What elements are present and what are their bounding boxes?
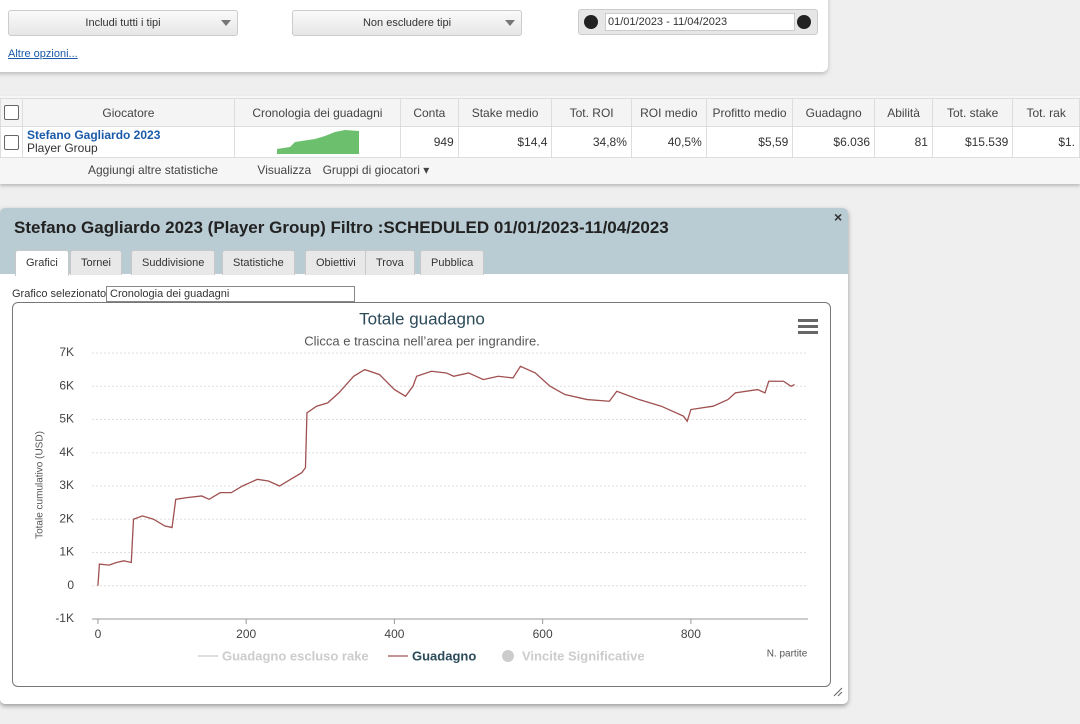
header-row: Giocatore Cronologia dei guadagni Conta Sta… <box>0 98 1080 127</box>
stat-cell: 81 <box>874 126 933 158</box>
toolbar-button[interactable]: Aggiungi altre statistiche <box>88 163 219 177</box>
column-header: Tot. rak <box>1012 98 1080 127</box>
dialog <box>0 208 848 704</box>
date-input[interactable]: 01/01/2023 - 11/04/2023 <box>605 13 795 31</box>
dialog-title: Stefano Gagliardo 2023 (Player Group) Fi… <box>14 218 669 237</box>
legend-label[interactable]: Guadagno escluso rake <box>222 648 369 663</box>
y-tick-label: 0 <box>67 578 74 592</box>
player-group: Player Group <box>27 141 98 155</box>
stats-table: Giocatore Cronologia dei guadagni Conta Sta… <box>0 98 1080 158</box>
y-tick-label: 3K <box>59 478 74 492</box>
toolbar-button[interactable]: Visualizza <box>257 163 312 177</box>
y-tick-label: 4K <box>59 445 74 459</box>
column-header: Giocatore <box>22 98 235 127</box>
tab[interactable]: Trova <box>365 250 415 275</box>
y-tick-label: -1K <box>55 611 74 625</box>
y-tick-label: 1K <box>59 545 74 559</box>
x-tick-label: 200 <box>236 627 256 641</box>
column-header: Tot. stake <box>931 98 1014 127</box>
tab[interactable]: Grafici <box>15 250 69 276</box>
stat-cell: $15.539 <box>931 126 1014 158</box>
column-header: Abilità <box>874 98 933 127</box>
stat-cell: 34,8% <box>551 126 632 158</box>
column-header: ROI medio <box>630 98 707 127</box>
y-tick-label: 7K <box>59 345 74 359</box>
x-tick-label: 0 <box>95 627 102 641</box>
menu-button[interactable] <box>798 319 818 334</box>
tab[interactable]: Tornei <box>70 250 122 275</box>
tab[interactable]: Obiettivi <box>305 250 367 275</box>
x-axis-label: N. partite <box>767 649 808 660</box>
date-range: 01/01/2023 - 11/04/2023 <box>578 9 818 35</box>
x-tick-label: 600 <box>533 627 553 641</box>
sparkline <box>276 130 359 154</box>
y-axis-label: Totale cumulativo (USD) <box>35 431 46 539</box>
chart-frame <box>12 302 831 687</box>
stat-cell: $1. <box>1012 126 1080 158</box>
checkbox[interactable] <box>4 134 19 150</box>
stat-cell: 40,5% <box>630 126 707 158</box>
legend-label[interactable]: Guadagno <box>412 648 476 663</box>
legend-label[interactable]: Vincite Significative <box>522 648 645 663</box>
player-row: Stefano Gagliardo 2023 Player Group 949 $14… <box>0 126 1080 158</box>
chart-title: Totale guadagno <box>359 309 485 328</box>
tab[interactable]: Pubblica <box>420 250 485 275</box>
y-tick-label: 6K <box>59 378 74 392</box>
sparkline-area <box>276 130 359 154</box>
x-tick-label: 800 <box>681 627 701 641</box>
player-cell: Stefano Gagliardo 2023 Player Group <box>22 126 235 158</box>
player-name[interactable]: Stefano Gagliardo 2023 <box>27 128 161 142</box>
stat-cell: $5,59 <box>705 126 794 158</box>
chart-subtitle: Clicca e trascina nell’area per ingrandi… <box>304 333 540 348</box>
include-dropdown[interactable]: Includi tutti i tipi <box>8 10 238 36</box>
column-header: Guadagno <box>792 98 876 127</box>
chart: Totale guadagno Clicca e trascina nell’a… <box>35 309 818 663</box>
stat-cell: $14,4 <box>457 126 553 158</box>
resize-handle[interactable] <box>832 686 844 698</box>
column-header: Conta <box>399 98 459 127</box>
stat-cell: $6.036 <box>792 126 876 158</box>
toolbar-button[interactable]: Gruppi di giocatori <box>322 163 420 177</box>
checkbox-cell <box>0 126 23 158</box>
y-tick-label: 5K <box>59 412 74 426</box>
close-button[interactable]: × <box>834 209 843 225</box>
x-tick-label: 400 <box>384 627 404 641</box>
toolbar: Aggiungi altre statistiche Visualizza Gr… <box>88 163 430 177</box>
exclude-dropdown[interactable]: Non escludere tipi <box>292 10 522 36</box>
more-options-link[interactable]: Altre opzioni... <box>8 48 78 60</box>
sparkline-cell <box>233 126 401 158</box>
prev-button[interactable] <box>584 15 598 29</box>
tab[interactable]: Statistiche <box>222 250 295 275</box>
column-header: Tot. ROI <box>551 98 632 127</box>
stat-cell: 949 <box>399 126 459 158</box>
next-button[interactable] <box>797 15 811 29</box>
column-header: Profitto medio <box>705 98 794 127</box>
column-header: Stake medio <box>457 98 553 127</box>
column-header: Cronologia dei guadagni <box>233 98 401 127</box>
data-line <box>97 365 795 586</box>
chart-select[interactable]: Cronologia dei guadagni <box>106 286 355 302</box>
chart-select-label: Grafico selezionato <box>12 288 107 300</box>
checkbox[interactable] <box>4 105 19 120</box>
checkbox-cell <box>0 98 23 127</box>
y-tick-label: 2K <box>59 511 74 525</box>
tab[interactable]: Suddivisione <box>131 250 216 275</box>
legend-marker <box>502 650 514 662</box>
